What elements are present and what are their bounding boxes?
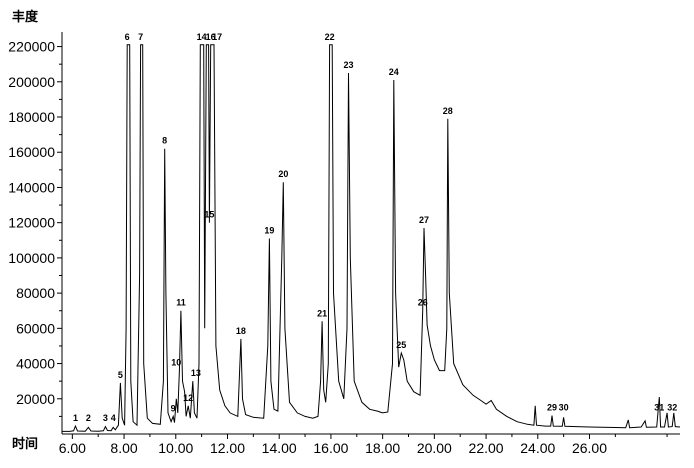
y-tick-label: 20000 <box>16 391 55 407</box>
y-axis-title: 丰度 <box>12 9 39 25</box>
y-tick-label: 40000 <box>16 356 55 372</box>
x-tick-label: 8.00 <box>110 440 137 456</box>
peak-label: 32 <box>667 403 677 413</box>
y-tick-label: 180000 <box>8 109 55 125</box>
x-tick-label: 16.00 <box>313 440 348 456</box>
y-tick-label: 200000 <box>8 74 55 90</box>
peak-label: 8 <box>162 136 167 146</box>
x-axis-title: 时间 <box>12 436 38 452</box>
peak-label: 9 <box>171 403 176 413</box>
x-tick-label: 12.00 <box>210 440 245 456</box>
peak-label: 28 <box>443 106 453 116</box>
x-tick-label: 10.00 <box>158 440 193 456</box>
y-axis-ticks: 20000 40000 60000 80000 100000 120000 140000 16… <box>8 39 62 417</box>
peak-labels: 1 2 3 456 7891011121314151617181920212223242… <box>73 32 677 423</box>
y-tick-label: 100000 <box>8 250 55 266</box>
x-tick-label: 20.00 <box>417 440 452 456</box>
peak-label: 1 <box>73 413 78 423</box>
y-tick-label: 80000 <box>16 285 55 301</box>
x-tick-label: 26.00 <box>572 440 607 456</box>
peak-label: 21 <box>317 308 327 318</box>
peak-label: 24 <box>389 67 399 77</box>
y-tick-label: 220000 <box>8 39 55 55</box>
peak-label: 22 <box>325 32 335 42</box>
peak-label: 31 <box>654 403 664 413</box>
x-axis-ticks: 6.00 8.00 10.00 12.00 14.00 16.00 18.00 20.00 22… <box>59 434 668 456</box>
peak-label: 29 <box>547 403 557 413</box>
peak-label: 13 <box>191 368 201 378</box>
peak-label: 27 <box>419 215 429 225</box>
x-tick-label: 14.00 <box>262 440 297 456</box>
peak-label: 6 <box>125 32 130 42</box>
peak-label: 3 <box>103 413 108 423</box>
peak-label: 15 <box>204 210 214 220</box>
peak-label: 4 <box>111 413 116 423</box>
peak-label: 5 <box>118 370 123 380</box>
peak-label: 26 <box>418 298 428 308</box>
peak-label: 20 <box>278 169 288 179</box>
chromatogram-trace <box>62 44 681 432</box>
peak-label: 12 <box>183 393 193 403</box>
y-tick-label: 60000 <box>16 320 55 336</box>
peak-label: 17 <box>212 32 222 42</box>
x-tick-label: 18.00 <box>365 440 400 456</box>
peak-label: 19 <box>264 226 274 236</box>
peak-label: 2 <box>86 413 91 423</box>
y-tick-label: 140000 <box>8 179 55 195</box>
x-tick-label: 6.00 <box>59 440 86 456</box>
peak-label: 11 <box>176 298 186 308</box>
y-tick-label: 160000 <box>8 144 55 160</box>
peak-label: 14 <box>197 32 207 42</box>
peak-label: 18 <box>236 326 246 336</box>
x-tick-label: 22.00 <box>469 440 504 456</box>
peak-label: 23 <box>343 60 353 70</box>
peak-label: 30 <box>559 403 569 413</box>
y-tick-label: 120000 <box>8 215 55 231</box>
peak-label: 16 <box>206 32 216 42</box>
peak-label: 7 <box>138 32 143 42</box>
peak-label: 25 <box>396 340 406 350</box>
axes <box>61 32 680 435</box>
x-tick-label: 24.00 <box>520 440 555 456</box>
peak-label: 10 <box>171 358 181 368</box>
